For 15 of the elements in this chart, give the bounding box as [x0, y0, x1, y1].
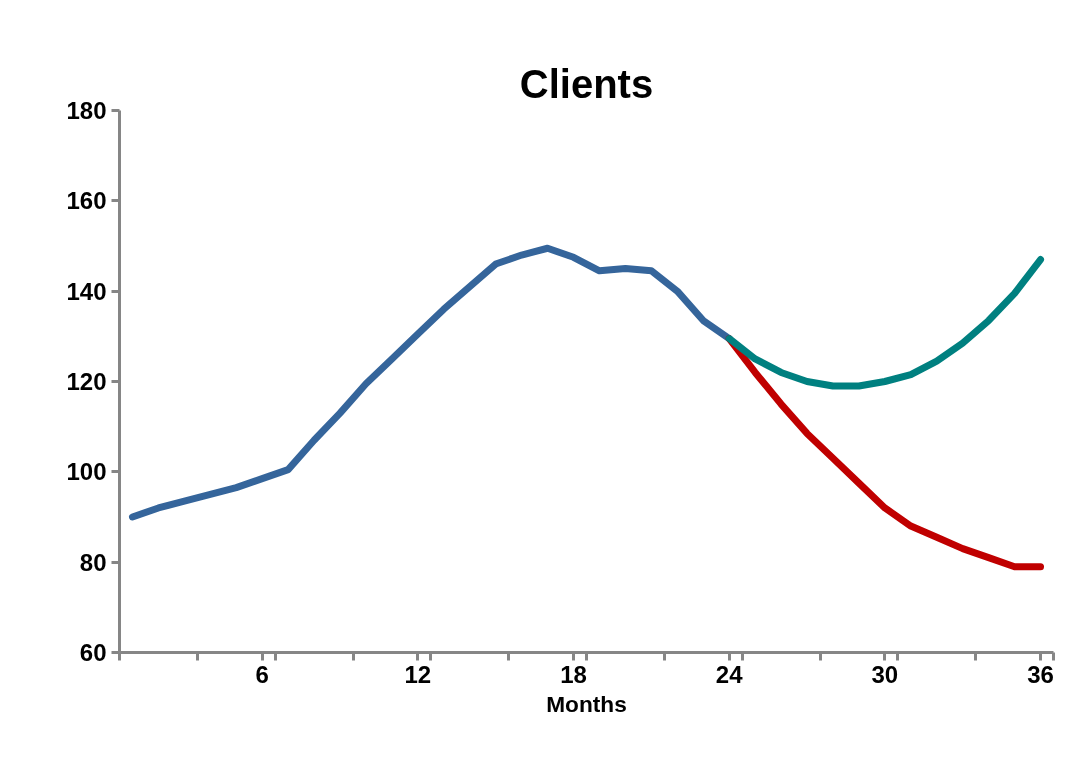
y-tick-label: 160 [66, 187, 107, 215]
y-tick-label: 180 [66, 97, 107, 124]
x-tick-label: 6 [255, 660, 269, 688]
chart-title: Clients [519, 61, 654, 106]
y-tick-label: 60 [79, 639, 107, 666]
x-tick-label: 24 [715, 660, 744, 688]
y-tick-label: 100 [66, 458, 107, 486]
x-tick-label: 12 [404, 660, 432, 688]
x-tick-label: 18 [560, 660, 587, 688]
x-tick-label: 36 [1027, 660, 1054, 688]
y-tick-label: 140 [66, 277, 107, 305]
y-tick-label: 80 [79, 548, 107, 576]
x-tick-label: 30 [871, 660, 899, 688]
y-tick-label: 120 [66, 368, 107, 395]
x-axis-title: Months [546, 690, 627, 717]
